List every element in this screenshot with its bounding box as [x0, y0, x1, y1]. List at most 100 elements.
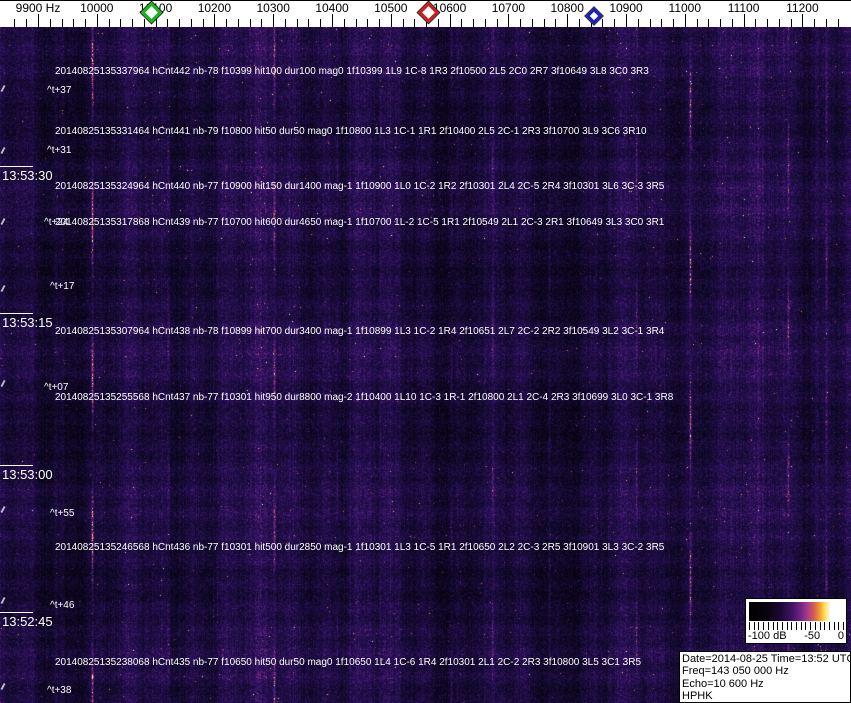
legend-tick — [781, 622, 783, 630]
freq-major-tick — [626, 14, 627, 27]
freq-minor-tick — [14, 19, 16, 27]
freq-minor-tick — [755, 19, 757, 27]
time-tick — [0, 313, 33, 314]
freq-minor-tick — [531, 19, 533, 27]
freq-minor-tick — [461, 19, 463, 27]
freq-minor-tick — [379, 19, 381, 27]
detection-log-line: 20140825135324964 hCnt440 nb-77 f10900 h… — [55, 181, 665, 192]
freq-major-tick — [449, 14, 451, 27]
time-label: 13:53:30 — [2, 168, 53, 183]
freq-minor-tick — [426, 19, 428, 27]
freq-major-tick — [155, 14, 157, 27]
legend-tick — [767, 622, 769, 630]
freq-label: 11100 — [727, 1, 760, 15]
intensity-scale-legend: -100 dB -50 0 — [745, 598, 847, 644]
freq-major-tick — [214, 14, 216, 27]
freq-minor-tick — [414, 19, 416, 27]
freq-label: 9900 Hz — [15, 1, 61, 15]
legend-tick — [791, 622, 793, 630]
legend-tick — [777, 622, 779, 630]
freq-minor-tick — [284, 19, 286, 27]
freq-minor-tick — [355, 19, 357, 27]
legend-tick — [819, 622, 821, 630]
freq-minor-tick — [602, 19, 604, 27]
detection-log-line: 20140825135307964 hCnt438 nb-78 f10899 h… — [55, 326, 665, 337]
freq-minor-tick — [614, 19, 616, 27]
colormap-gradient — [749, 602, 843, 621]
info-date-time: Date=2014-08-25 Time=13:52 UTC — [682, 653, 850, 665]
event-time-annotation: ^t+17 — [50, 281, 75, 292]
detection-log-line: 20140825135255568 hCnt437 nb-77 f10301 h… — [55, 392, 674, 403]
detection-log-line: 20140825135246568 hCnt436 nb-77 f10301 h… — [55, 542, 665, 553]
freq-label: 11200 — [786, 1, 819, 15]
legend-tick — [753, 622, 755, 630]
freq-minor-tick — [708, 19, 710, 27]
freq-minor-tick — [837, 19, 839, 27]
detection-log-line: 20140825135238068 hCnt435 nb-77 f10650 h… — [55, 657, 642, 668]
legend-tick — [763, 622, 765, 630]
freq-major-tick — [332, 14, 333, 27]
freq-label: 10300 — [256, 1, 290, 15]
legend-tick — [772, 622, 774, 630]
event-time-annotation: ^t+37 — [47, 85, 72, 96]
legend-tick — [796, 622, 797, 630]
freq-minor-tick — [179, 19, 181, 27]
freq-minor-tick — [85, 19, 87, 27]
freq-label: 10000 — [80, 1, 114, 15]
freq-minor-tick — [825, 19, 827, 27]
freq-minor-tick — [226, 19, 228, 27]
freq-minor-tick — [649, 19, 651, 27]
spectrogram-canvas[interactable] — [0, 27, 851, 703]
freq-minor-tick — [261, 19, 263, 27]
legend-tick — [786, 622, 788, 630]
freq-minor-tick — [143, 19, 145, 27]
freq-minor-tick — [26, 19, 28, 27]
info-station-id: HPHK — [682, 689, 713, 702]
freq-major-tick — [743, 14, 745, 27]
freq-minor-tick — [190, 19, 192, 27]
event-time-annotation: ^t+55 — [50, 508, 75, 519]
legend-tick — [814, 622, 816, 630]
freq-minor-tick — [790, 19, 792, 27]
legend-tick — [805, 622, 807, 630]
freq-minor-tick — [437, 19, 439, 27]
freq-minor-tick — [73, 19, 75, 27]
legend-mid-label: -50 — [804, 630, 821, 642]
detection-log-line: 20140825135337964 hCnt442 nb-78 f10399 h… — [55, 66, 649, 77]
freq-major-tick — [802, 14, 804, 27]
freq-minor-tick — [520, 19, 522, 27]
time-label: 13:53:00 — [2, 467, 53, 482]
freq-minor-tick — [673, 19, 675, 27]
freq-minor-tick — [296, 19, 298, 27]
time-tick — [0, 612, 33, 613]
status-info-box: Date=2014-08-25 Time=13:52 UTC Freq=143 … — [679, 651, 851, 703]
freq-major-tick — [38, 14, 39, 27]
freq-minor-tick — [484, 19, 486, 27]
freq-minor-tick — [308, 19, 310, 27]
freq-minor-tick — [814, 19, 816, 27]
freq-minor-tick — [367, 19, 369, 27]
blue-frequency-marker-diamond-icon[interactable] — [585, 7, 603, 25]
event-time-annotation: ^t+31 — [47, 145, 72, 156]
freq-label: 10200 — [197, 1, 232, 15]
legend-tick — [833, 622, 835, 630]
freq-minor-tick — [590, 19, 592, 27]
freq-minor-tick — [720, 19, 722, 27]
frequency-ruler[interactable]: 9900 Hz100001010010200103001040010500106… — [0, 0, 851, 27]
freq-minor-tick — [343, 19, 345, 27]
legend-tick — [828, 622, 830, 630]
legend-min-label: -100 dB — [748, 630, 787, 642]
legend-tick — [758, 622, 760, 630]
freq-label: 10900 — [609, 1, 643, 15]
freq-major-tick — [508, 14, 510, 27]
freq-label: 11000 — [668, 1, 702, 15]
freq-minor-tick — [61, 19, 63, 27]
freq-major-tick — [273, 14, 275, 27]
event-time-annotation: ^t+46 — [50, 600, 75, 611]
freq-minor-tick — [402, 19, 404, 27]
legend-tick — [810, 622, 812, 630]
freq-minor-tick — [661, 19, 663, 27]
freq-minor-tick — [132, 19, 134, 27]
freq-minor-tick — [731, 19, 733, 27]
